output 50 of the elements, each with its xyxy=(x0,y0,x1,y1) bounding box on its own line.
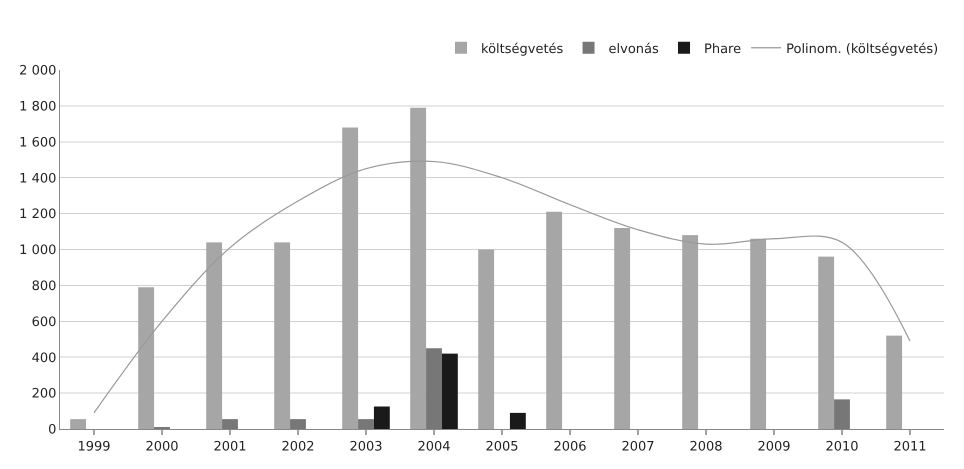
bar xyxy=(818,256,834,429)
legend-label: Phare xyxy=(704,42,742,57)
bar xyxy=(358,419,374,429)
bar xyxy=(426,348,442,429)
y-tick-label: 200 xyxy=(32,386,56,402)
x-tick-label: 2011 xyxy=(893,440,927,455)
line-series xyxy=(93,160,911,414)
x-tick-label: 2002 xyxy=(281,440,315,455)
bar xyxy=(886,336,902,429)
x-tick-label: 2010 xyxy=(825,440,859,455)
x-tick-label: 2004 xyxy=(417,440,451,455)
bar xyxy=(510,412,526,429)
bar xyxy=(442,354,458,429)
y-tick-label: 1 200 xyxy=(19,207,56,222)
y-tick-label: 1 400 xyxy=(19,171,56,186)
y-tick-label: 1 800 xyxy=(19,99,56,114)
bar xyxy=(410,108,426,429)
x-tick-label: 2008 xyxy=(689,440,723,455)
y-tick-label: 600 xyxy=(32,314,56,330)
bar xyxy=(478,250,494,429)
bar xyxy=(206,242,222,429)
bar xyxy=(70,419,86,429)
bar xyxy=(222,419,238,429)
legend-label: költségvetés xyxy=(481,42,564,57)
bar xyxy=(682,235,698,429)
bar xyxy=(342,127,358,429)
bar xyxy=(138,287,154,429)
x-tick-label: 2006 xyxy=(553,440,587,455)
x-tick-label: 2003 xyxy=(349,440,383,455)
x-tick-label: 2007 xyxy=(621,440,655,455)
y-tick-label: 400 xyxy=(32,350,56,366)
y-tick-label: 1 000 xyxy=(19,243,56,258)
y-tick-label: 2 000 xyxy=(19,64,56,79)
x-tick-label: 2000 xyxy=(145,440,179,455)
x-tick-label: 2001 xyxy=(213,440,247,455)
bar xyxy=(274,242,290,429)
y-tick-label: 800 xyxy=(32,278,56,294)
bar xyxy=(546,212,562,429)
x-tick-label: 2005 xyxy=(485,440,519,455)
y-tick-label: 0 xyxy=(48,422,56,438)
bar xyxy=(374,406,390,429)
bar xyxy=(614,228,630,429)
bar xyxy=(290,419,306,429)
bar xyxy=(834,399,850,429)
y-tick-label: 1 600 xyxy=(19,135,56,150)
legend-label: elvonás xyxy=(608,42,659,57)
legend-label: Polinom. (költségvetés) xyxy=(786,42,938,57)
bar xyxy=(750,238,766,429)
x-tick-label: 2009 xyxy=(757,440,791,455)
x-tick-label: 1999 xyxy=(77,440,111,455)
